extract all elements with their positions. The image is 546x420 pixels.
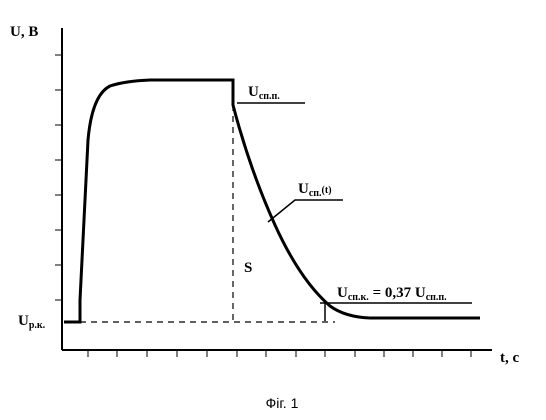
suffix: (t) xyxy=(322,185,332,196)
caption: Фіг. 1 xyxy=(266,395,299,411)
u-peak-label: Uсп.п. xyxy=(248,84,280,102)
u-start-label: Uр.к. xyxy=(18,313,46,331)
voltage-curve xyxy=(64,78,480,324)
area-label: S xyxy=(244,260,252,276)
sub2: сп.п. xyxy=(426,292,447,303)
u-final-label: Uсп.к. = 0,37 Uсп.п. xyxy=(337,285,447,303)
sub: сп.к. xyxy=(348,292,369,303)
sub: р.к. xyxy=(29,320,46,331)
sub: сп. xyxy=(309,188,322,199)
dashed-guides xyxy=(80,105,335,323)
x-ticks xyxy=(87,350,472,357)
u-t-label: Uсп.(t) xyxy=(298,181,332,199)
base: U xyxy=(18,313,29,329)
base: U xyxy=(298,181,309,197)
base: U xyxy=(337,285,348,301)
base: U xyxy=(248,84,259,100)
middle: = 0,37 U xyxy=(369,285,426,301)
sub: сп.п. xyxy=(259,91,280,102)
leader-lines xyxy=(237,102,472,321)
y-ticks xyxy=(55,54,62,301)
x-axis-label: t, c xyxy=(500,350,519,366)
y-axis-label: U, B xyxy=(10,24,38,40)
axes xyxy=(55,28,492,357)
